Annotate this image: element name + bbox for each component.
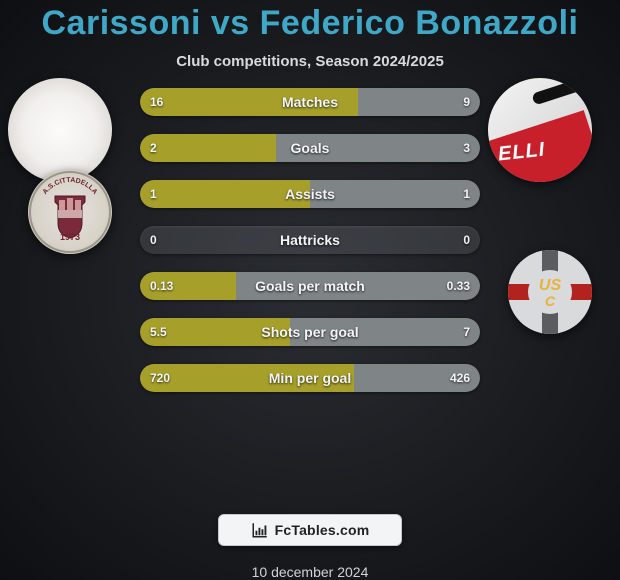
- stat-row: Shots per goal 5.5 7: [140, 318, 480, 346]
- stat-value-right: 3: [463, 141, 470, 155]
- stat-value-left: 5.5: [150, 325, 167, 339]
- stat-label: Matches: [282, 94, 338, 110]
- svg-text:C: C: [545, 293, 556, 309]
- stat-row: Min per goal 720 426: [140, 364, 480, 392]
- club-badge-right: US C: [508, 250, 592, 334]
- player-left-photo: [8, 78, 112, 182]
- stat-row: Goals per match 0.13 0.33: [140, 272, 480, 300]
- cremonese-crest-icon: US C: [508, 250, 592, 334]
- stat-value-right: 0: [463, 233, 470, 247]
- stat-label: Hattricks: [280, 232, 340, 248]
- stat-label: Shots per goal: [261, 324, 358, 340]
- stat-label: Goals: [291, 140, 330, 156]
- chart-icon: [251, 521, 269, 539]
- jersey-sponsor-fragment: ELLI: [497, 139, 546, 167]
- stat-row: Matches 16 9: [140, 88, 480, 116]
- jersey-collar: [531, 79, 582, 106]
- stat-bar-right: [358, 88, 480, 116]
- stat-value-right: 0.33: [447, 279, 470, 293]
- brand-badge: FcTables.com: [218, 514, 402, 546]
- stat-row: Assists 1 1: [140, 180, 480, 208]
- comparison-subtitle: Club competitions, Season 2024/2025: [176, 53, 444, 70]
- player-right-photo: ELLI: [488, 78, 592, 182]
- stat-value-right: 1: [463, 187, 470, 201]
- stat-row: Hattricks 0 0: [140, 226, 480, 254]
- stat-value-right: 426: [450, 371, 470, 385]
- stat-row: Goals 2 3: [140, 134, 480, 162]
- badge-year: 1973: [60, 232, 80, 242]
- date-text: 10 december 2024: [252, 564, 369, 580]
- stat-value-left: 720: [150, 371, 170, 385]
- stat-value-left: 0: [150, 233, 157, 247]
- stat-value-right: 7: [463, 325, 470, 339]
- stat-value-left: 16: [150, 95, 163, 109]
- stat-value-left: 0.13: [150, 279, 173, 293]
- stat-value-right: 9: [463, 95, 470, 109]
- stat-label: Assists: [285, 186, 335, 202]
- cittadella-crest-icon: A.S.CITTADELLA 1973: [28, 170, 112, 254]
- club-badge-left: A.S.CITTADELLA 1973: [28, 170, 112, 254]
- svg-text:A.S.CITTADELLA: A.S.CITTADELLA: [42, 177, 99, 196]
- comparison-title: Carissoni vs Federico Bonazzoli: [42, 4, 579, 43]
- stat-bar-right: [310, 180, 480, 208]
- stat-value-left: 1: [150, 187, 157, 201]
- stat-bars: Matches 16 9 Goals 2 3 Assists 1 1 Hattricks 0 0 Goa…: [140, 88, 480, 392]
- stat-bar-left: [140, 134, 276, 162]
- stat-label: Goals per match: [255, 278, 365, 294]
- content-area: ELLI A.S.CITTADELLA 19: [0, 88, 620, 166]
- stat-label: Min per goal: [269, 370, 351, 386]
- brand-text: FcTables.com: [275, 522, 370, 538]
- stat-value-left: 2: [150, 141, 157, 155]
- svg-text:US: US: [539, 277, 562, 294]
